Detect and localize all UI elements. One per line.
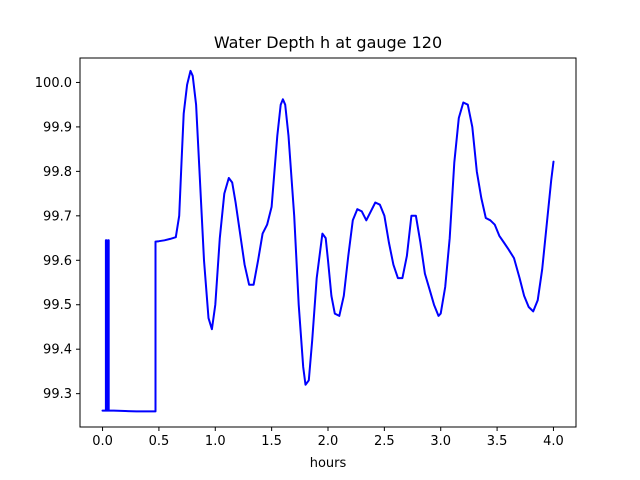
chart-title: Water Depth h at gauge 120 — [214, 33, 442, 52]
y-tick-label: 99.7 — [43, 209, 72, 224]
y-tick-label: 99.6 — [43, 254, 72, 269]
y-tick-label: 100.0 — [35, 76, 72, 91]
x-tick-label: 4.0 — [543, 434, 564, 449]
plot-area — [79, 57, 577, 428]
x-axis: 0.0 0.5 1.0 1.5 2.0 2.5 3.0 3.5 4.0 — [92, 427, 564, 449]
x-tick-label: 2.5 — [374, 434, 395, 449]
y-tick-label: 99.3 — [43, 387, 72, 402]
x-tick-label: 3.0 — [430, 434, 451, 449]
y-tick-label: 99.4 — [43, 343, 72, 358]
y-tick-label: 99.9 — [43, 120, 72, 135]
y-axis: 99.3 99.4 99.5 99.6 99.7 99.8 99.9 100.0 — [35, 76, 80, 402]
y-tick-label: 99.5 — [43, 298, 72, 313]
x-tick-label: 0.5 — [149, 434, 170, 449]
x-tick-label: 2.0 — [318, 434, 339, 449]
series-line — [101, 69, 555, 413]
x-tick-label: 1.5 — [261, 434, 282, 449]
series-group — [101, 69, 555, 413]
x-axis-title: hours — [310, 456, 347, 471]
x-tick-label: 1.0 — [205, 434, 226, 449]
x-tick-label: 3.5 — [487, 434, 508, 449]
x-tick-label: 0.0 — [92, 434, 113, 449]
plot-background — [80, 58, 576, 427]
y-tick-label: 99.8 — [43, 165, 72, 180]
